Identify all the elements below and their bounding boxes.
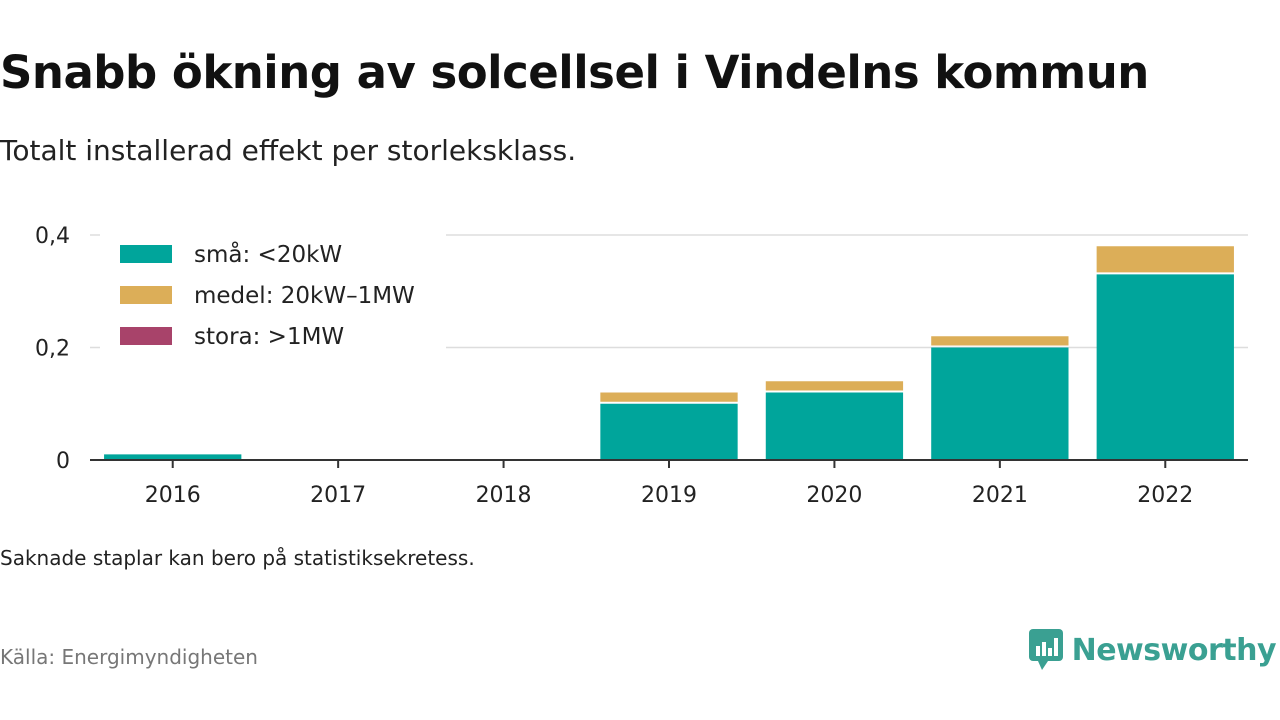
bar-segment <box>765 392 904 460</box>
source-label: Källa: Energimyndigheten <box>0 645 258 669</box>
stacked-bar-chart: 0 0,2 0,4 2016 2017 2018 2019 2020 2021 2022 små… <box>35 224 1248 508</box>
x-tick-label: 2017 <box>310 483 366 508</box>
legend-swatch <box>120 286 172 304</box>
x-tick-label: 2022 <box>1137 483 1193 508</box>
bar-segment <box>1096 274 1234 460</box>
x-tick-label: 2021 <box>972 483 1028 508</box>
chart-subtitle: Totalt installerad effekt per storlekskl… <box>0 134 577 167</box>
legend-label: små: <20kW <box>194 240 342 268</box>
legend-label: medel: 20kW–1MW <box>194 283 415 309</box>
x-tick-label: 2016 <box>145 483 201 508</box>
x-tick-label: 2019 <box>641 483 697 508</box>
bar-segment <box>1096 246 1234 273</box>
x-tick-label: 2020 <box>806 483 862 508</box>
legend-swatch <box>120 245 172 263</box>
legend-label: stora: >1MW <box>194 324 344 350</box>
bar-segment <box>931 347 1069 460</box>
x-axis: 2016 2017 2018 2019 2020 2021 2022 <box>90 459 1248 508</box>
legend-swatch <box>120 327 172 345</box>
legend: små: <20kW medel: 20kW–1MW stora: >1MW <box>100 228 446 352</box>
y-tick-label: 0 <box>56 449 70 474</box>
footnote: Saknade staplar kan bero på statistiksek… <box>0 546 475 570</box>
bar-segment <box>765 381 904 391</box>
chart-title: Snabb ökning av solcellsel i Vindelns ko… <box>0 46 1149 99</box>
newsworthy-logo: Newsworthy <box>1028 628 1277 672</box>
bar-segment <box>931 336 1069 346</box>
bars <box>104 246 1234 460</box>
bar-segment <box>600 403 738 460</box>
newsworthy-logo-icon <box>1028 629 1063 670</box>
y-tick-label: 0,4 <box>35 224 70 249</box>
brand-name: Newsworthy <box>1071 632 1277 668</box>
y-tick-label: 0,2 <box>35 337 70 362</box>
bar-segment <box>600 392 738 402</box>
y-axis-ticks: 0 0,2 0,4 <box>35 224 70 474</box>
x-tick-label: 2018 <box>476 483 532 508</box>
bar-segment <box>104 454 242 460</box>
